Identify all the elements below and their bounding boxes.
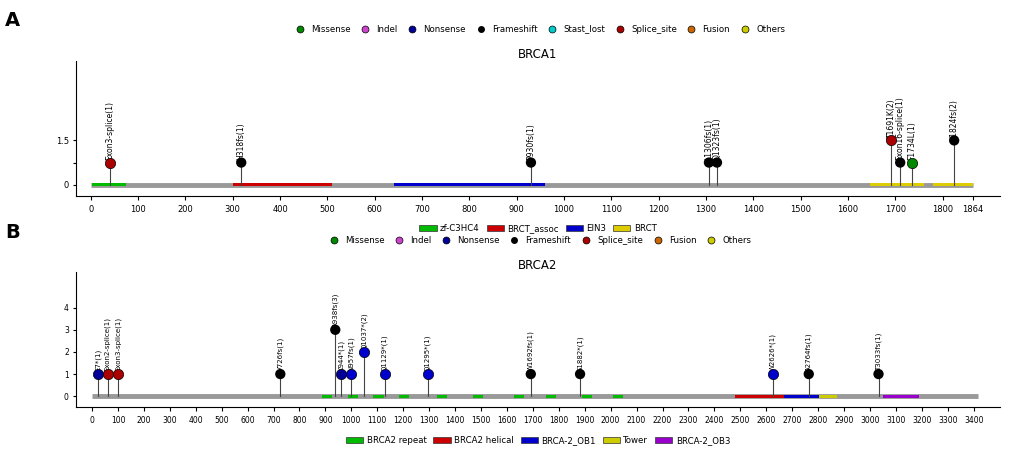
- Point: [272, 370, 288, 378]
- Point: [332, 370, 348, 378]
- Bar: [347, 395, 358, 398]
- Bar: [232, 183, 332, 186]
- Bar: [92, 183, 126, 186]
- Text: E7*(1): E7*(1): [95, 349, 101, 371]
- Point: [342, 370, 359, 378]
- Text: T1691K(2): T1691K(2): [886, 98, 895, 138]
- Point: [327, 326, 343, 333]
- Point: [892, 159, 908, 166]
- Text: W2626*(1): W2626*(1): [769, 333, 775, 371]
- Point: [572, 370, 588, 378]
- Text: Q1295*(1): Q1295*(1): [424, 335, 431, 371]
- Point: [376, 370, 392, 378]
- Text: Exon3-splice(1): Exon3-splice(1): [105, 101, 114, 160]
- Text: H318fs(1): H318fs(1): [236, 122, 246, 160]
- Text: I1824fs(2): I1824fs(2): [949, 99, 958, 138]
- Text: A: A: [5, 11, 20, 30]
- Bar: [735, 395, 783, 398]
- Text: T3033fs(1): T3033fs(1): [874, 333, 880, 371]
- Point: [101, 159, 117, 166]
- Text: K944*(1): K944*(1): [337, 340, 343, 371]
- Bar: [783, 395, 818, 398]
- Point: [110, 370, 126, 378]
- Point: [233, 159, 250, 166]
- Text: B: B: [5, 223, 19, 242]
- Text: Q1323fs(1): Q1323fs(1): [712, 117, 720, 160]
- Bar: [818, 395, 836, 398]
- Bar: [545, 395, 555, 398]
- Text: F1734L(1): F1734L(1): [906, 121, 915, 160]
- Text: W1692fs(1): W1692fs(1): [527, 330, 534, 371]
- Point: [522, 370, 538, 378]
- Bar: [472, 395, 482, 398]
- Bar: [882, 395, 918, 398]
- Title: BRCA2: BRCA2: [518, 259, 557, 272]
- Text: L1306fs(1): L1306fs(1): [704, 119, 712, 160]
- Bar: [869, 183, 923, 186]
- Point: [882, 137, 899, 144]
- Point: [945, 137, 961, 144]
- Bar: [514, 395, 524, 398]
- Bar: [373, 395, 383, 398]
- Point: [800, 370, 816, 378]
- Bar: [398, 395, 409, 398]
- Bar: [581, 395, 591, 398]
- Text: P930fs(1): P930fs(1): [526, 123, 535, 160]
- Point: [356, 348, 372, 356]
- Text: A2764fs(1): A2764fs(1): [805, 333, 811, 371]
- Text: Exon16-splice(1): Exon16-splice(1): [895, 96, 904, 160]
- Point: [700, 159, 716, 166]
- Text: Exon2-splice(1): Exon2-splice(1): [104, 317, 111, 371]
- Point: [419, 370, 435, 378]
- Text: Q1129*(1): Q1129*(1): [381, 335, 387, 371]
- Text: N957fs(1): N957fs(1): [347, 337, 355, 371]
- Point: [903, 159, 919, 166]
- Bar: [393, 183, 544, 186]
- Text: Exon3-splice(1): Exon3-splice(1): [114, 317, 121, 371]
- Title: BRCA1: BRCA1: [518, 48, 557, 61]
- Legend: BRCA2 repeat, BRCA2 helical, BRCA-2_OB1, Tower, BRCA-2_OB3: BRCA2 repeat, BRCA2 helical, BRCA-2_OB1,…: [345, 436, 730, 445]
- Text: Q1037*(2): Q1037*(2): [361, 313, 367, 349]
- Point: [764, 370, 781, 378]
- Point: [708, 159, 725, 166]
- Point: [90, 370, 106, 378]
- Point: [523, 159, 539, 166]
- Text: S1882*(1): S1882*(1): [576, 336, 583, 371]
- Bar: [322, 395, 332, 398]
- Legend: zf-C3HC4, BRCT_assoc, EIN3, BRCT: zf-C3HC4, BRCT_assoc, EIN3, BRCT: [419, 225, 656, 234]
- Text: V726fs(1): V726fs(1): [277, 337, 283, 371]
- Point: [869, 370, 886, 378]
- Text: A938fs(3): A938fs(3): [332, 293, 338, 327]
- Point: [100, 370, 116, 378]
- Bar: [932, 183, 972, 186]
- Bar: [436, 395, 446, 398]
- Bar: [612, 395, 623, 398]
